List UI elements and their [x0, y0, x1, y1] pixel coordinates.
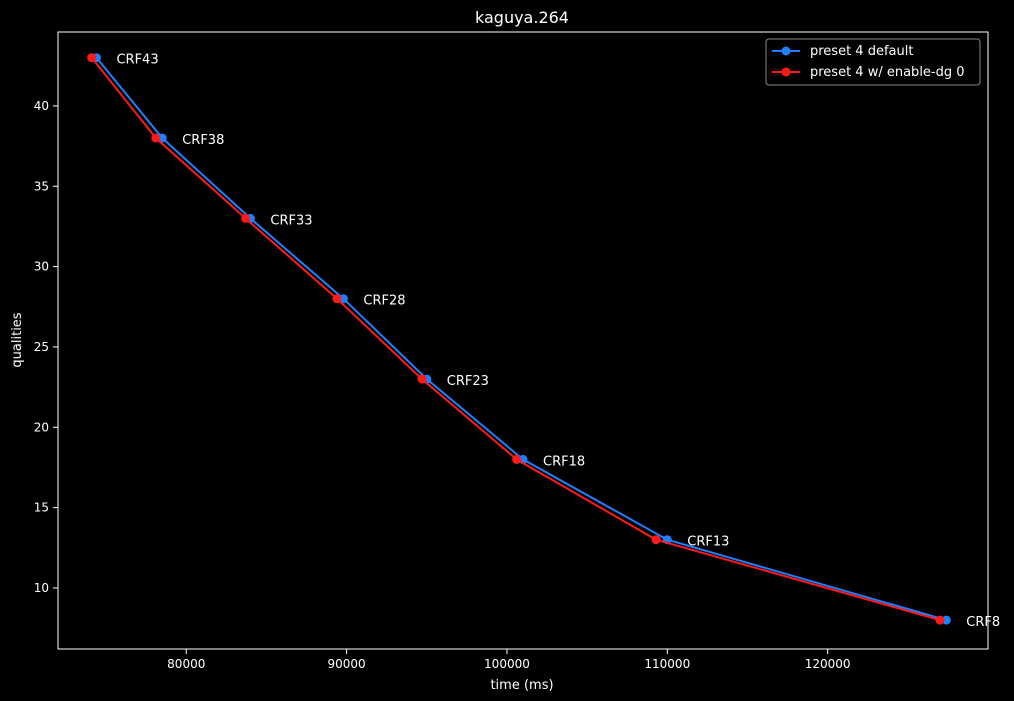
y-tick-label: 10 — [34, 581, 49, 595]
x-tick-label: 100000 — [484, 657, 530, 671]
plot-area — [57, 31, 989, 650]
y-tick-label: 35 — [34, 179, 49, 193]
series-layer — [87, 53, 951, 625]
crf-annotation: CRF13 — [687, 535, 729, 550]
data-point — [151, 133, 161, 143]
x-axis-label: time (ms) — [490, 678, 553, 693]
legend: preset 4 default preset 4 w/ enable-dg 0 — [765, 38, 981, 86]
x-tick-label: 90000 — [328, 657, 366, 671]
legend-swatch-marker — [781, 67, 791, 77]
y-axis: 10 15 20 25 30 35 40 — [34, 99, 58, 595]
data-point — [338, 294, 348, 304]
annotation-layer: CRF43 CRF38 CRF33 CRF28 CRF23 CRF18 CRF13 CRF8 — [116, 53, 1000, 630]
data-point — [651, 535, 661, 545]
series-line — [90, 57, 941, 622]
data-point — [512, 454, 522, 464]
crf-annotation: CRF33 — [270, 213, 312, 228]
crf-annotation: CRF8 — [966, 615, 1000, 630]
x-tick-label: 80000 — [167, 657, 205, 671]
y-tick-label: 40 — [34, 99, 49, 113]
data-point — [157, 133, 167, 143]
y-tick-label: 15 — [34, 501, 49, 515]
crf-annotation: CRF18 — [543, 454, 585, 469]
series-2 — [87, 53, 945, 625]
legend-box — [765, 38, 981, 86]
crf-annotation: CRF23 — [447, 374, 489, 389]
y-tick-label: 20 — [34, 420, 49, 434]
x-tick-label: 120000 — [805, 657, 851, 671]
data-point — [241, 213, 251, 223]
y-axis-label: qualities — [10, 312, 25, 367]
y-tick-label: 30 — [34, 260, 49, 274]
data-point — [941, 615, 951, 625]
legend-item-1: preset 4 default — [772, 44, 913, 59]
data-point — [332, 294, 342, 304]
legend-item-2: preset 4 w/ enable-dg 0 — [772, 65, 965, 80]
legend-label: preset 4 w/ enable-dg 0 — [810, 65, 965, 80]
data-point — [935, 615, 945, 625]
x-tick-label: 110000 — [644, 657, 690, 671]
y-tick-label: 25 — [34, 340, 49, 354]
data-point — [417, 374, 427, 384]
data-point — [87, 53, 97, 63]
crf-annotation: CRF43 — [116, 53, 158, 68]
x-axis: 80000 90000 100000 110000 120000 — [167, 649, 851, 671]
legend-label: preset 4 default — [810, 44, 913, 59]
chart-title: kaguya.264 — [475, 8, 569, 27]
crf-annotation: CRF38 — [182, 133, 224, 148]
legend-swatch-marker — [781, 46, 791, 56]
crf-annotation: CRF28 — [363, 294, 405, 309]
series-line — [95, 57, 947, 622]
plot-frame — [57, 31, 989, 650]
